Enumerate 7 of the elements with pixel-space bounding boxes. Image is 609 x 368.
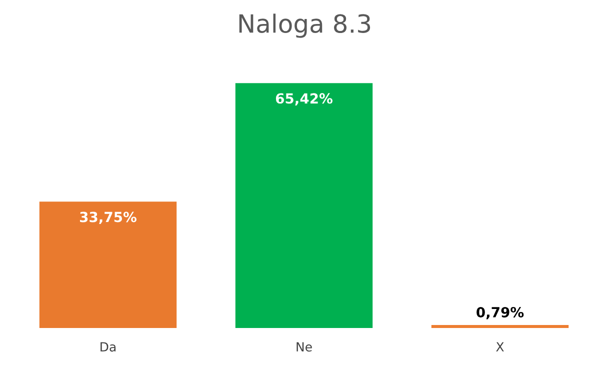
chart-title: Naloga 8.3 [239,14,370,38]
x-tick-label: X [496,342,504,352]
data-label: 33,75% [80,212,136,224]
x-tick-label: Ne [296,342,312,352]
data-label: 65,42% [276,93,332,106]
x-tick-label: Da [100,342,116,352]
data-label: 0,79% [476,306,524,320]
